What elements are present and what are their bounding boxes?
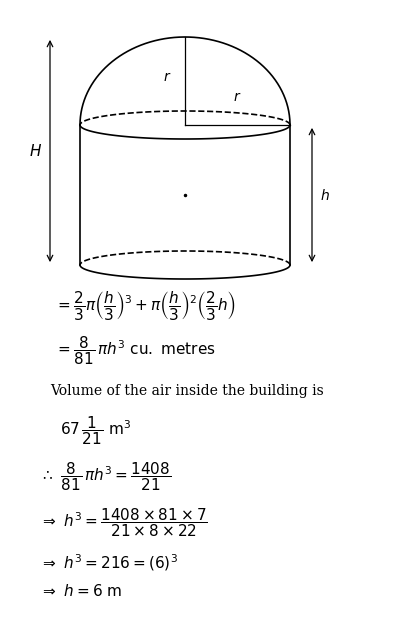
Text: $H$: $H$ (30, 143, 42, 159)
Text: $= \dfrac{2}{3}\pi\left(\dfrac{h}{3}\right)^{3} + \pi\left(\dfrac{h}{3}\right)^{: $= \dfrac{2}{3}\pi\left(\dfrac{h}{3}\rig… (55, 288, 236, 321)
Text: $= \dfrac{8}{81}\,\pi h^3\ \mathrm{cu.\ metres}$: $= \dfrac{8}{81}\,\pi h^3\ \mathrm{cu.\ … (55, 335, 216, 368)
Text: $\therefore\ \dfrac{8}{81}\,\pi h^3 = \dfrac{1408}{21}$: $\therefore\ \dfrac{8}{81}\,\pi h^3 = \d… (40, 460, 171, 493)
Text: Volume of the air inside the building is: Volume of the air inside the building is (50, 384, 324, 398)
Text: $\Rightarrow\ h^3 = 216 = (6)^3$: $\Rightarrow\ h^3 = 216 = (6)^3$ (40, 552, 178, 573)
Text: $67\,\dfrac{1}{21}\ \mathrm{m}^3$: $67\,\dfrac{1}{21}\ \mathrm{m}^3$ (60, 415, 131, 448)
Text: $h$: $h$ (320, 187, 330, 203)
Text: $\Rightarrow\ h^3 = \dfrac{1408 \times 81 \times 7}{21 \times 8 \times 22}$: $\Rightarrow\ h^3 = \dfrac{1408 \times 8… (40, 507, 208, 539)
Text: $r$: $r$ (163, 70, 171, 84)
Text: $r$: $r$ (233, 90, 242, 104)
Text: $\Rightarrow\ h = 6\ \mathrm{m}$: $\Rightarrow\ h = 6\ \mathrm{m}$ (40, 583, 122, 599)
